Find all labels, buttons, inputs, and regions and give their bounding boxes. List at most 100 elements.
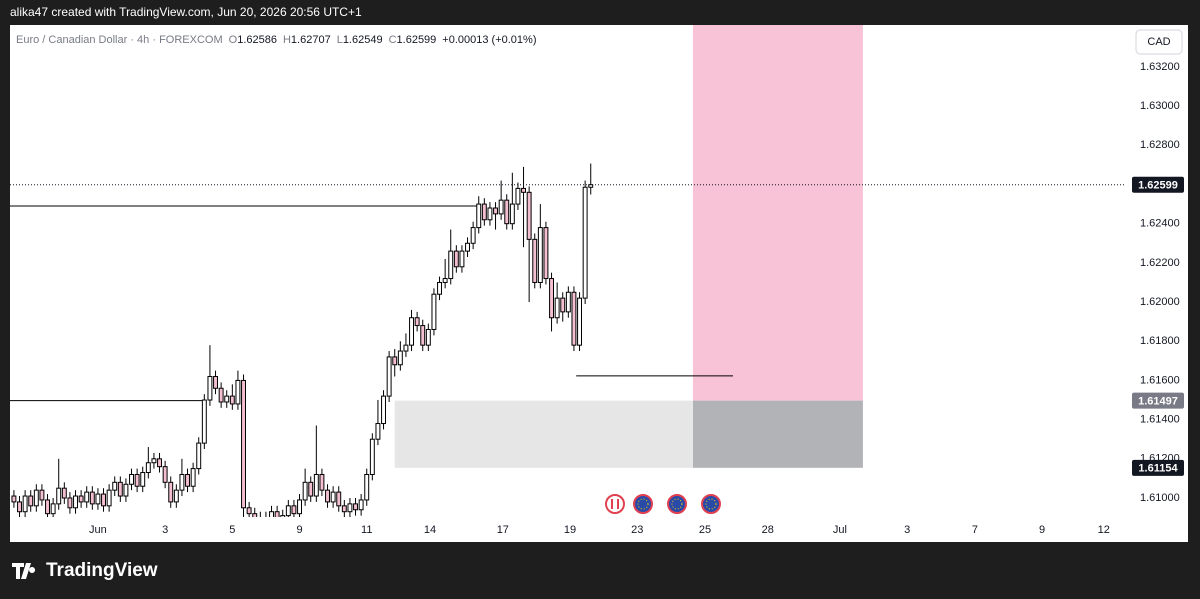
- candle-body: [403, 344, 409, 352]
- x-tick-label: 23: [631, 524, 643, 536]
- price-badge-label: 1.62599: [1138, 180, 1178, 192]
- candle-body: [246, 507, 252, 515]
- x-tick-label: 11: [361, 524, 372, 536]
- ohlc-label: O: [229, 34, 238, 46]
- candle-body: [190, 468, 196, 487]
- x-tick-label: 9: [1039, 524, 1045, 536]
- y-tick-label: 1.62400: [1140, 218, 1180, 230]
- price-badge: [1132, 176, 1184, 193]
- candle-body: [151, 458, 157, 464]
- x-tick-label: 19: [564, 524, 576, 536]
- candle-body: [179, 473, 185, 491]
- event-icons: [605, 494, 721, 514]
- x-tick-label: 5: [229, 524, 235, 536]
- candle-body: [381, 395, 386, 425]
- brand-logo: [12, 563, 36, 579]
- zone: [394, 400, 693, 468]
- candle-body: [39, 489, 45, 501]
- candle-body: [509, 203, 515, 225]
- ohlc-label: C: [389, 34, 397, 46]
- candle-body: [330, 491, 336, 503]
- y-tick-label: 1.61600: [1140, 374, 1180, 386]
- candle-body: [353, 503, 358, 511]
- candle-body: [565, 291, 571, 313]
- x-tick-label: 3: [904, 524, 910, 536]
- price-badge: [1132, 392, 1184, 409]
- plot-area: [10, 25, 1125, 517]
- x-tick-label: 7: [972, 524, 978, 536]
- flag-ca: [613, 499, 617, 509]
- event-icon: [667, 494, 687, 514]
- candle-body: [84, 491, 90, 503]
- x-tick-label: 17: [497, 524, 509, 536]
- candle-body: [543, 227, 549, 280]
- candle-body: [571, 291, 577, 346]
- candle-body: [45, 499, 50, 515]
- candle-body: [129, 473, 134, 485]
- currency-label[interactable]: CAD: [1147, 36, 1170, 48]
- candle-body: [73, 495, 78, 509]
- candle-body: [437, 281, 442, 295]
- x-tick-label: 25: [699, 524, 711, 536]
- candle-body: [537, 227, 543, 283]
- candle-body: [241, 379, 246, 509]
- candle-body: [347, 503, 353, 513]
- candle-body: [588, 184, 594, 188]
- candle-body: [397, 350, 403, 366]
- close-value: 1.62599: [397, 34, 437, 46]
- candle-body: [470, 227, 476, 244]
- y-tick-label: 1.61000: [1140, 492, 1180, 504]
- candle-body: [549, 278, 554, 319]
- candle-body: [269, 511, 274, 517]
- candle-body: [369, 438, 375, 475]
- ohlc-label: L: [337, 34, 343, 46]
- y-tick-label: 1.61400: [1140, 414, 1180, 426]
- candle-body: [481, 203, 487, 221]
- candle-body: [420, 325, 426, 346]
- candle-body: [11, 495, 17, 503]
- candle-body: [336, 491, 342, 507]
- open-value: 1.62586: [237, 34, 277, 46]
- candle-body: [218, 387, 224, 403]
- candle-body: [302, 481, 308, 501]
- candle-body: [235, 379, 241, 405]
- price-badge-label: 1.61497: [1138, 396, 1178, 408]
- symbol: Euro / Canadian Dollar · 4h · FOREXCOM: [16, 34, 223, 46]
- candle-body: [493, 207, 498, 215]
- candle-body: [50, 503, 56, 515]
- candle-body: [22, 495, 28, 513]
- candle-body: [560, 297, 566, 313]
- candle-body: [375, 423, 381, 440]
- eu-stars: [705, 498, 717, 510]
- candle-body: [392, 356, 398, 366]
- candle-body: [117, 481, 123, 497]
- candle-body: [431, 293, 437, 330]
- candle-body: [498, 199, 504, 215]
- candle-body: [313, 473, 319, 497]
- candle-body: [61, 487, 67, 499]
- currency-button[interactable]: [1135, 29, 1183, 55]
- y-tick-label: 1.62200: [1140, 257, 1180, 269]
- high-value: 1.62707: [291, 34, 331, 46]
- candle-body: [101, 493, 106, 507]
- candle-body: [112, 481, 118, 491]
- candle-body: [425, 328, 431, 346]
- x-tick-label: 28: [762, 524, 774, 536]
- candle-body: [56, 487, 62, 505]
- candle-body: [465, 242, 470, 252]
- candle-body: [252, 513, 258, 517]
- candle-body: [442, 278, 448, 283]
- candle-body: [89, 491, 95, 505]
- candle-body: [95, 493, 101, 505]
- candle-body: [476, 203, 482, 229]
- candle-body: [364, 473, 370, 501]
- candle-body: [168, 481, 174, 503]
- legend-header: Euro / Canadian Dollar · 4h · FOREXCOM O1…: [16, 34, 536, 46]
- candle-body: [291, 505, 297, 515]
- top-bar-text: alika47 created with TradingView.com, Ju…: [10, 5, 362, 19]
- candle-body: [229, 395, 235, 405]
- candle-body: [504, 199, 510, 225]
- candle-body: [213, 376, 218, 389]
- ohlc-label: H: [283, 34, 291, 46]
